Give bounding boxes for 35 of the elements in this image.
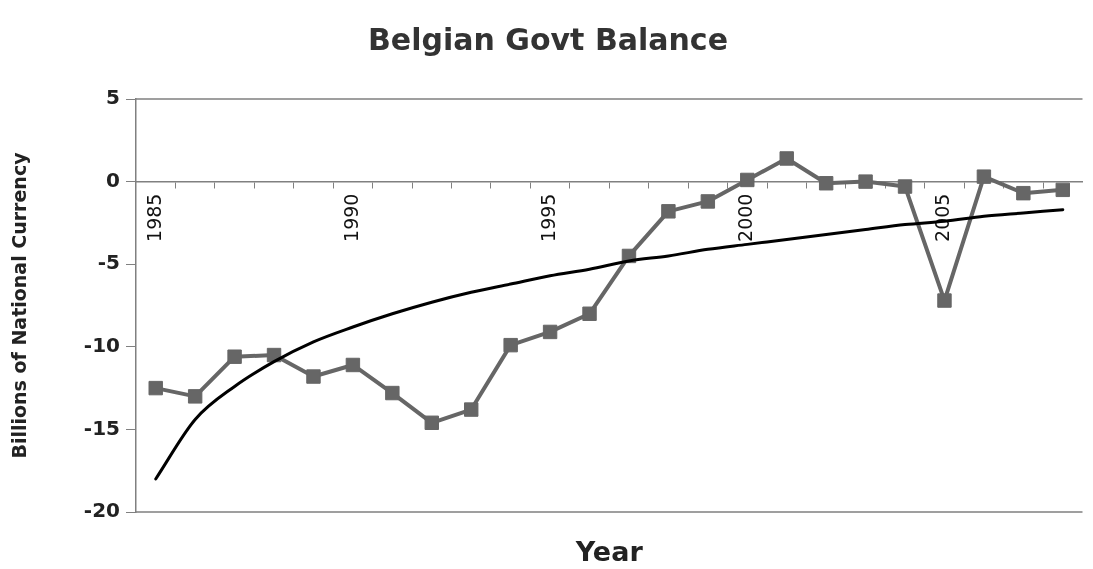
point [227, 349, 242, 364]
x-tick-label: 1990 [339, 193, 362, 242]
y-tick-label: -20 [83, 498, 120, 523]
point [582, 306, 597, 321]
point [1055, 182, 1070, 198]
point [779, 151, 794, 166]
y-axis-title: Billions of National Currency [8, 151, 31, 459]
y-tick-label: -15 [83, 415, 120, 440]
x-tick-label: 1985 [142, 193, 165, 242]
point [897, 179, 913, 194]
y-tick-label: -10 [83, 333, 120, 357]
point [740, 172, 755, 188]
x-tick-label: 1995 [537, 193, 560, 242]
point [306, 369, 321, 384]
point [1016, 185, 1031, 201]
y-tick-label: 0 [106, 167, 120, 192]
point [818, 176, 834, 191]
x-axis-title: Year [574, 536, 644, 568]
point [503, 337, 518, 353]
point [542, 324, 558, 340]
chart-title: Belgian Govt Balance [368, 21, 728, 57]
point [385, 385, 400, 401]
y-tick-label: -5 [97, 250, 120, 275]
point [187, 389, 203, 404]
point [976, 169, 992, 184]
point [661, 204, 676, 219]
point [424, 415, 439, 431]
x-tick-label: 2000 [734, 193, 757, 242]
point [464, 402, 479, 417]
point [345, 357, 361, 373]
point [700, 194, 716, 209]
point [858, 174, 873, 189]
y-tick-label: 5 [106, 85, 120, 110]
point [148, 380, 163, 396]
point [937, 293, 952, 308]
